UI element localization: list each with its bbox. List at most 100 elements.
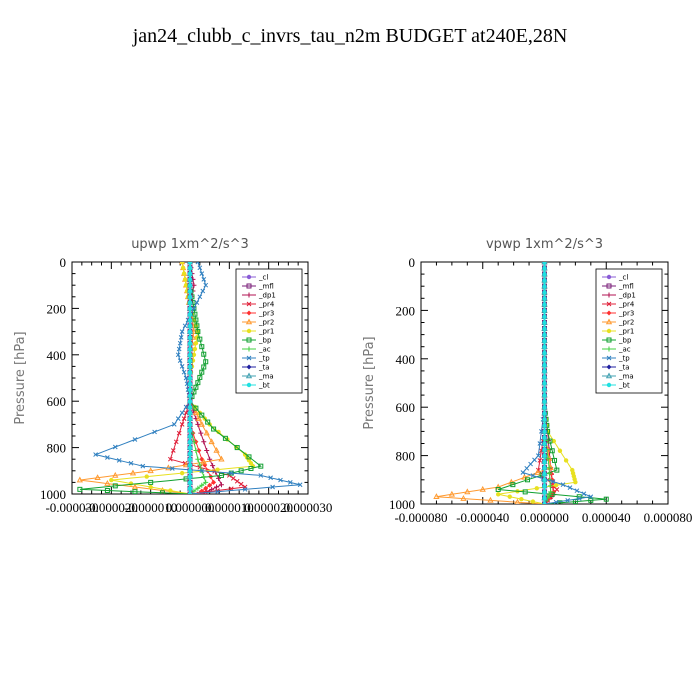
series-point — [199, 412, 205, 418]
series-point — [553, 483, 559, 488]
legend-entry: _bp — [242, 337, 272, 345]
legend-entry: _pr4 — [242, 301, 275, 309]
series-point — [182, 461, 190, 468]
series-point — [510, 482, 516, 488]
series-point — [228, 470, 234, 476]
legend-marker — [606, 283, 612, 289]
legend-label: _pr2 — [618, 319, 634, 327]
series-point — [175, 352, 181, 358]
series-point — [542, 332, 547, 337]
series-point — [199, 482, 205, 488]
series-point — [542, 277, 547, 283]
series-point — [542, 483, 547, 489]
series-point — [180, 265, 186, 270]
series-point — [218, 482, 224, 488]
series-point — [104, 479, 111, 486]
series-point — [208, 438, 215, 445]
series-point — [187, 352, 193, 357]
legend-label: _ac — [618, 346, 631, 354]
series-point — [545, 456, 551, 462]
series-point — [195, 262, 201, 265]
series-point — [187, 288, 193, 294]
series-point — [187, 399, 193, 404]
legend-marker — [606, 274, 612, 280]
series-point — [603, 496, 609, 502]
legend-entry: _pr2 — [602, 318, 634, 327]
series-point — [542, 423, 547, 428]
series-point — [215, 467, 220, 472]
series-point — [199, 271, 205, 276]
series-point — [201, 439, 207, 445]
series-point — [211, 479, 217, 485]
legend-label: _pr1 — [258, 328, 274, 336]
x-tick-label: -0.000040 — [456, 510, 509, 525]
legend-marker — [246, 337, 252, 343]
series-point — [170, 448, 176, 453]
series-point — [542, 290, 547, 295]
series-point — [201, 474, 207, 480]
x-tick-label: -0.000020 — [85, 500, 138, 515]
series-point — [542, 374, 547, 380]
series-point — [487, 496, 494, 503]
series-point — [530, 499, 536, 504]
series-point — [200, 288, 206, 294]
plot-area — [433, 262, 609, 504]
series-point — [187, 277, 193, 282]
series-point — [187, 445, 193, 450]
series-point — [218, 455, 225, 462]
series-point — [181, 271, 187, 276]
series-point — [187, 474, 193, 479]
series-point — [195, 415, 202, 421]
series-point — [187, 439, 193, 444]
series-point — [179, 329, 185, 334]
series-point — [179, 410, 185, 416]
series-point — [542, 302, 547, 307]
series-point — [560, 482, 566, 487]
series-point — [192, 311, 198, 317]
series-point — [547, 438, 553, 444]
series-point — [234, 445, 240, 451]
legend-entry: _pr2 — [242, 318, 274, 327]
legend-label: _pr3 — [258, 310, 274, 318]
series-point — [565, 498, 571, 503]
plot-area — [76, 262, 303, 494]
series-point — [542, 441, 547, 446]
series-point — [187, 375, 193, 381]
series-point — [187, 294, 193, 299]
series-point — [542, 356, 547, 361]
panel-vpwp: vpwp 1xm^2/s^3 Pressure [hPa] 0 200 400 600 80… — [362, 237, 692, 525]
legend-label: _pr4 — [258, 301, 275, 309]
series-point — [112, 444, 118, 450]
series-point — [105, 455, 110, 460]
legend-marker — [246, 364, 252, 370]
legend-marker — [246, 274, 252, 280]
y-tick-label: 1000 — [389, 497, 415, 512]
series-point — [199, 468, 205, 474]
series-point — [196, 448, 202, 453]
series-point — [199, 488, 205, 494]
series-point — [203, 282, 209, 288]
y-tick-label: 800 — [396, 449, 416, 464]
series-point — [534, 486, 539, 491]
x-tick-label: -0.000080 — [394, 510, 447, 525]
series-point — [588, 494, 594, 500]
series-point — [171, 422, 177, 427]
legend-marker — [605, 318, 613, 325]
legend-label: _cl — [618, 274, 628, 282]
legend-marker — [246, 355, 252, 361]
series-point — [542, 392, 547, 398]
series-point — [464, 488, 471, 495]
series-point — [144, 474, 149, 479]
series-point — [460, 494, 467, 501]
y-tick-label: 400 — [47, 348, 67, 363]
series-point — [182, 277, 188, 282]
series-point — [148, 479, 154, 485]
series-point — [210, 463, 216, 469]
x-tick-label: 0.000030 — [284, 500, 333, 515]
series-point — [199, 344, 205, 350]
series-point — [177, 358, 183, 363]
series-point — [197, 462, 203, 468]
legend-entry: _mfl — [602, 283, 634, 291]
y-tick-label: 600 — [47, 394, 67, 409]
